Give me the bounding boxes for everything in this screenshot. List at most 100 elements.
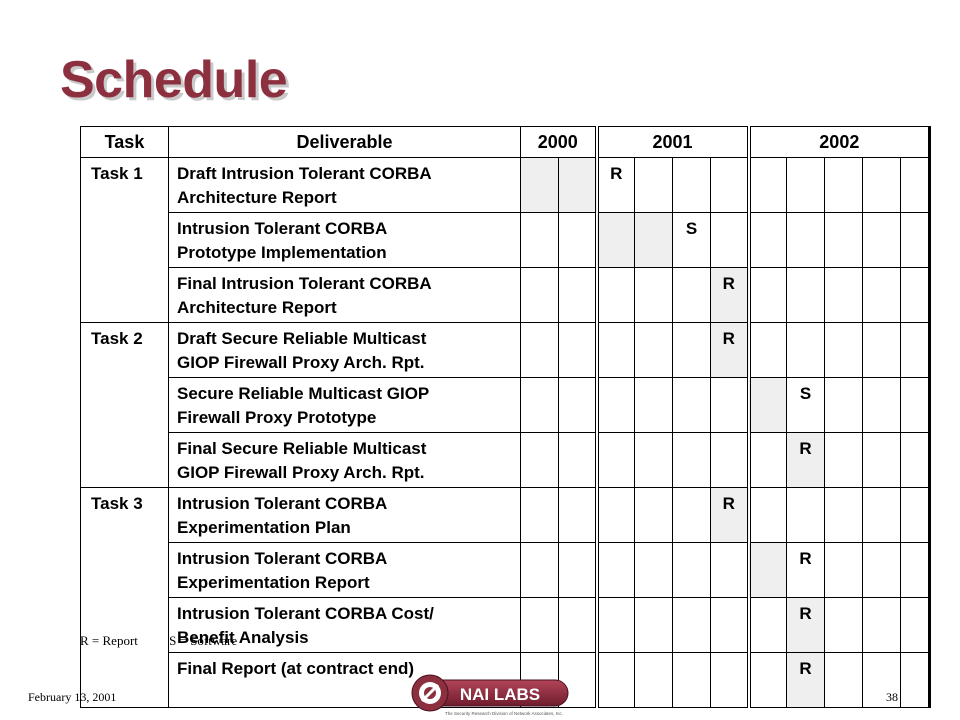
task-cell [80, 652, 169, 708]
schedule-cell [900, 652, 932, 708]
deliverable-cell: Draft Intrusion Tolerant CORBA Architectu… [168, 157, 521, 213]
task-cell: Task 1 [80, 157, 169, 213]
schedule-cell [824, 542, 864, 598]
table-row: Secure Reliable Multicast GIOP Firewall P… [80, 377, 932, 433]
schedule-cell [557, 212, 598, 268]
schedule-cell [710, 212, 750, 268]
schedule-cell [746, 212, 788, 268]
task-cell [80, 212, 169, 268]
schedule-cell: S [672, 212, 712, 268]
schedule-cell [634, 267, 674, 323]
schedule-cell [710, 542, 750, 598]
schedule-cell [520, 157, 559, 213]
schedule-cell [786, 212, 826, 268]
schedule-cell [862, 322, 902, 378]
schedule-cell [634, 652, 674, 708]
schedule-cell [634, 157, 674, 213]
task-cell [80, 542, 169, 598]
legend-report: R = Report [80, 633, 138, 648]
table-row: Task 3 Intrusion Tolerant CORBA Experiment… [80, 487, 932, 543]
task-cell [80, 432, 169, 488]
schedule-cell [710, 377, 750, 433]
schedule-cell [824, 652, 864, 708]
schedule-cell: R [594, 157, 636, 213]
schedule-cell [900, 377, 932, 433]
schedule-cell [557, 487, 598, 543]
schedule-cell [672, 487, 712, 543]
schedule-cell [520, 432, 559, 488]
schedule-cell [862, 157, 902, 213]
deliverable-line: Final Intrusion Tolerant CORBA [177, 274, 432, 293]
schedule-cell [672, 597, 712, 653]
schedule-cell [594, 377, 636, 433]
schedule-cell [746, 487, 788, 543]
task-cell: Task 2 [80, 322, 169, 378]
schedule-cell: R [786, 542, 826, 598]
schedule-cell: R [710, 487, 750, 543]
schedule-cell [557, 267, 598, 323]
schedule-cell [634, 322, 674, 378]
logo-text: NAI LABS [460, 685, 540, 704]
deliverable-cell: Final Intrusion Tolerant CORBA Architectu… [168, 267, 521, 323]
schedule-cell [594, 542, 636, 598]
year-header-2002: 2002 [746, 126, 932, 158]
schedule-cell [862, 212, 902, 268]
schedule-cell [746, 157, 788, 213]
schedule-cell: R [710, 267, 750, 323]
schedule-cell [634, 432, 674, 488]
schedule-cell [520, 542, 559, 598]
schedule-cell [786, 322, 826, 378]
deliverable-line: Secure Reliable Multicast GIOP [177, 384, 430, 403]
deliverable-line: Experimentation Plan [177, 518, 351, 537]
schedule-cell [634, 597, 674, 653]
deliverable-line: Final Secure Reliable Multicast [177, 439, 427, 458]
logo-tagline: The Security Research Division of Networ… [445, 711, 563, 716]
schedule-cell [824, 212, 864, 268]
table-row: Intrusion Tolerant CORBA Prototype Implem… [80, 212, 932, 268]
task-cell [80, 377, 169, 433]
schedule-cell: S [786, 377, 826, 433]
table-row: Final Report (at contract end) R [80, 652, 932, 708]
schedule-cell [520, 267, 559, 323]
schedule-cell [557, 542, 598, 598]
deliverable-cell: Draft Secure Reliable Multicast GIOP Fire… [168, 322, 521, 378]
schedule-cell [746, 377, 788, 433]
schedule-cell [746, 652, 788, 708]
schedule-cell [824, 377, 864, 433]
schedule-cell [672, 432, 712, 488]
schedule-cell [900, 542, 932, 598]
schedule-cell: R [710, 322, 750, 378]
schedule-cell: R [786, 432, 826, 488]
deliverable-line: GIOP Firewall Proxy Arch. Rpt. [177, 353, 425, 372]
schedule-cell [557, 157, 598, 213]
schedule-cell [520, 322, 559, 378]
table-row: Task 2 Draft Secure Reliable Multicast GIO… [80, 322, 932, 378]
schedule-cell [824, 597, 864, 653]
schedule-cell [786, 157, 826, 213]
footer-date: February 13, 2001 [28, 690, 117, 704]
schedule-cell [634, 377, 674, 433]
schedule-cell [672, 542, 712, 598]
schedule-cell [862, 487, 902, 543]
schedule-cell [672, 157, 712, 213]
schedule-cell [900, 597, 932, 653]
schedule-cell [824, 487, 864, 543]
deliverable-cell: Final Secure Reliable Multicast GIOP Fire… [168, 432, 521, 488]
schedule-table: Task Deliverable 2000 2001 2002 Task 1 Dr… [80, 126, 932, 708]
schedule-cell [746, 597, 788, 653]
deliverable-line: Firewall Proxy Prototype [177, 408, 377, 427]
deliverable-line: Architecture Report [177, 188, 337, 207]
header-row: Task Deliverable 2000 2001 2002 [80, 126, 932, 158]
schedule-cell [520, 597, 559, 653]
schedule-cell [594, 487, 636, 543]
schedule-cell [900, 212, 932, 268]
schedule-cell [520, 212, 559, 268]
schedule-cell [710, 597, 750, 653]
deliverable-line: Prototype Implementation [177, 243, 387, 262]
slide-title: Schedule [60, 51, 288, 109]
deliverable-line: Intrusion Tolerant CORBA [177, 219, 388, 238]
schedule-cell [594, 652, 636, 708]
schedule-cell: R [786, 597, 826, 653]
task-column-header: Task [80, 126, 169, 158]
schedule-cell [710, 157, 750, 213]
